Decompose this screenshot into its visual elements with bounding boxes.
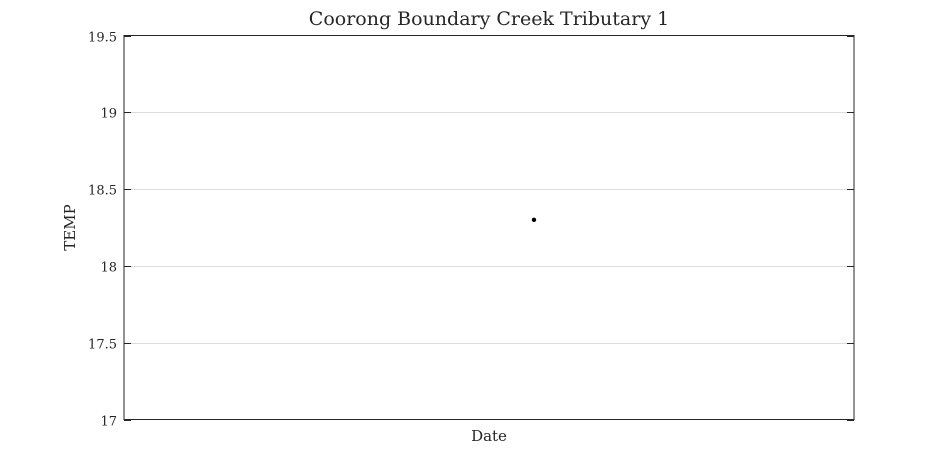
y-tick-label: 18 <box>100 261 117 276</box>
y-tick-label: 18.5 <box>88 184 117 199</box>
y-axis-label: TEMP <box>61 204 79 250</box>
x-axis-label: Date <box>471 427 507 445</box>
grid-lines <box>124 112 854 344</box>
y-tick-label: 19 <box>100 107 117 122</box>
y-axis-ticks: 17 17.5 18 18.5 19 19.5 <box>88 31 854 430</box>
chart-title: Coorong Boundary Creek Tributary 1 <box>309 8 669 30</box>
plot-area-frame <box>123 35 855 420</box>
y-tick-label: 17 <box>100 415 117 430</box>
y-tick-label: 17.5 <box>88 338 117 353</box>
data-point <box>531 217 537 223</box>
data-points <box>531 217 537 223</box>
y-tick-label: 19.5 <box>88 31 117 46</box>
